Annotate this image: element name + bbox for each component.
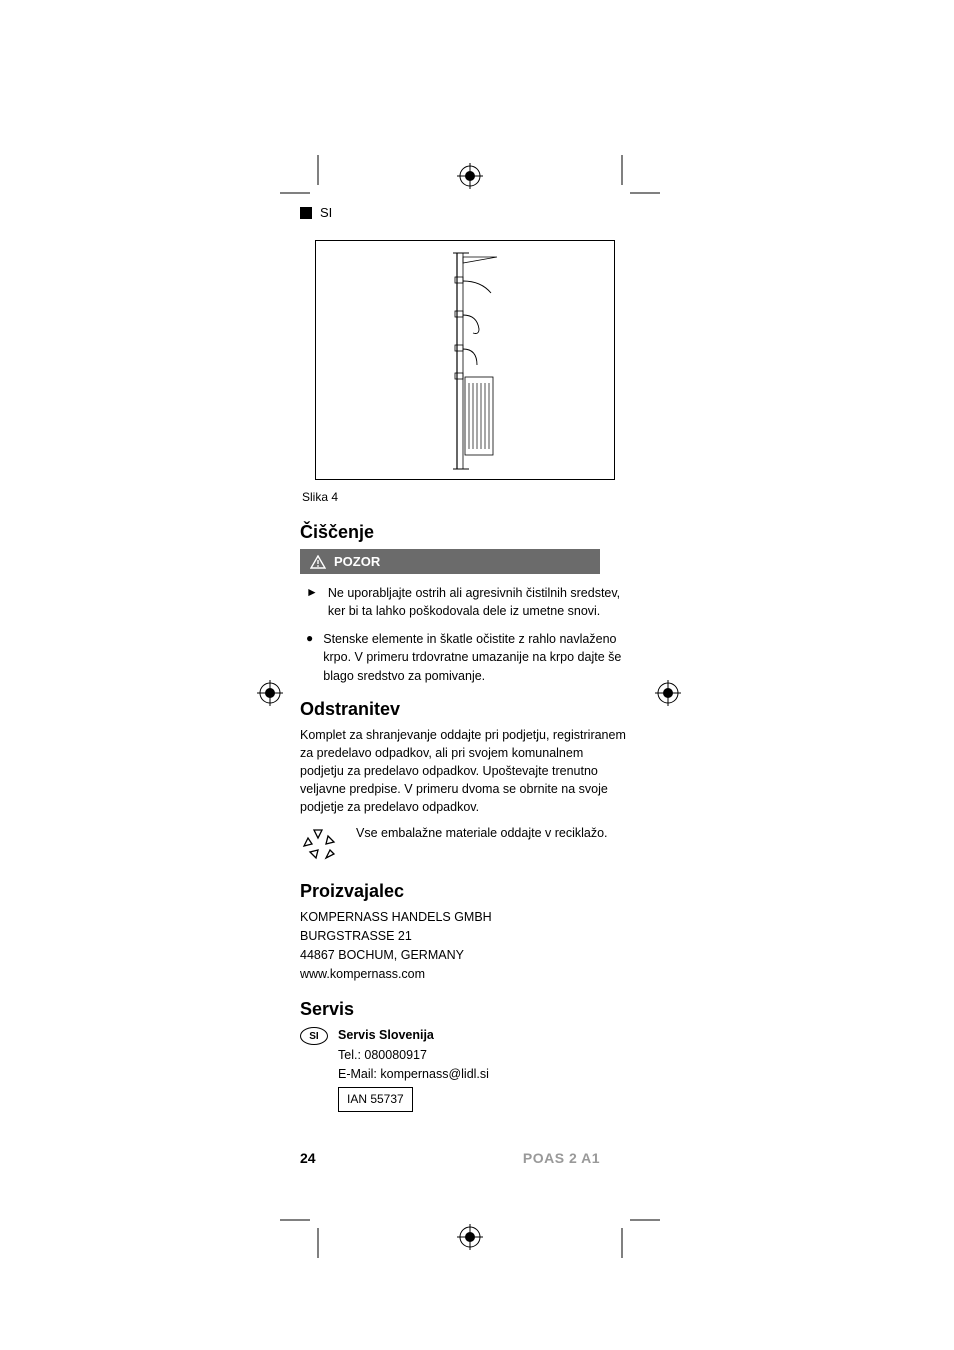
warning-triangle-icon (310, 555, 326, 569)
ciscenje-item-1-text: Ne uporabljajte ostrih ali agresivnih či… (328, 584, 624, 620)
recycle-text: Vse embalažne materiale oddajte v recikl… (356, 824, 608, 842)
page-header: SI (300, 205, 630, 220)
servis-details: Servis Slovenija Tel.: 080080917 E-Mail:… (338, 1026, 489, 1112)
section-ciscenje-title: Čiščenje (300, 522, 630, 543)
section-odstranitev-title: Odstranitev (300, 699, 630, 720)
section-proizvajalec-title: Proizvajalec (300, 881, 630, 902)
servis-name: Servis Slovenija (338, 1026, 489, 1045)
country-oval-badge: SI (300, 1027, 328, 1045)
mfr-line-2: BURGSTRASSE 21 (300, 927, 630, 946)
page-content: SI (300, 205, 630, 1112)
wall-rail-diagram (451, 249, 511, 473)
mfr-website: www.kompernass.com (300, 965, 630, 984)
arrow-bullet-icon: ► (306, 584, 318, 620)
recycle-icon (300, 824, 344, 867)
pozor-warning-bar: POZOR (300, 549, 600, 574)
ian-box: IAN 55737 (338, 1087, 413, 1112)
recycle-row: Vse embalažne materiale oddajte v recikl… (300, 824, 630, 867)
mfr-line-3: 44867 BOCHUM, GERMANY (300, 946, 630, 965)
ciscenje-item-1: ► Ne uporabljajte ostrih ali agresivnih … (300, 584, 630, 620)
figure-caption: Slika 4 (302, 490, 630, 504)
header-country-code: SI (320, 205, 332, 220)
crop-mark-bl (280, 1218, 320, 1258)
figure-4-box (315, 240, 615, 480)
servis-email: E-Mail: kompernass@lidl.si (338, 1065, 489, 1084)
ciscenje-item-2: ● Stenske elemente in škatle očistite z … (300, 630, 630, 684)
registration-mark-left (257, 680, 283, 706)
crop-mark-tl (280, 155, 320, 195)
servis-tel: Tel.: 080080917 (338, 1046, 489, 1065)
registration-mark-bottom (457, 1224, 483, 1250)
pozor-label: POZOR (334, 554, 380, 569)
footer-model: POAS 2 A1 (523, 1150, 600, 1166)
page-footer: 24 POAS 2 A1 (300, 1150, 600, 1166)
ian-number: IAN 55737 (347, 1092, 404, 1106)
section-servis-title: Servis (300, 999, 630, 1020)
country-oval-code: SI (309, 1031, 318, 1042)
crop-mark-br (620, 1218, 660, 1258)
registration-mark-top (457, 163, 483, 189)
header-square-icon (300, 207, 312, 219)
ciscenje-item-2-text: Stenske elemente in škatle očistite z ra… (323, 630, 624, 684)
mfr-line-1: KOMPERNASS HANDELS GMBH (300, 908, 630, 927)
footer-page-number: 24 (300, 1150, 316, 1166)
dot-bullet-icon: ● (306, 630, 313, 684)
crop-mark-tr (620, 155, 660, 195)
registration-mark-right (655, 680, 681, 706)
odstranitev-para: Komplet za shranjevanje oddajte pri podj… (300, 726, 630, 817)
servis-row: SI Servis Slovenija Tel.: 080080917 E-Ma… (300, 1026, 630, 1112)
